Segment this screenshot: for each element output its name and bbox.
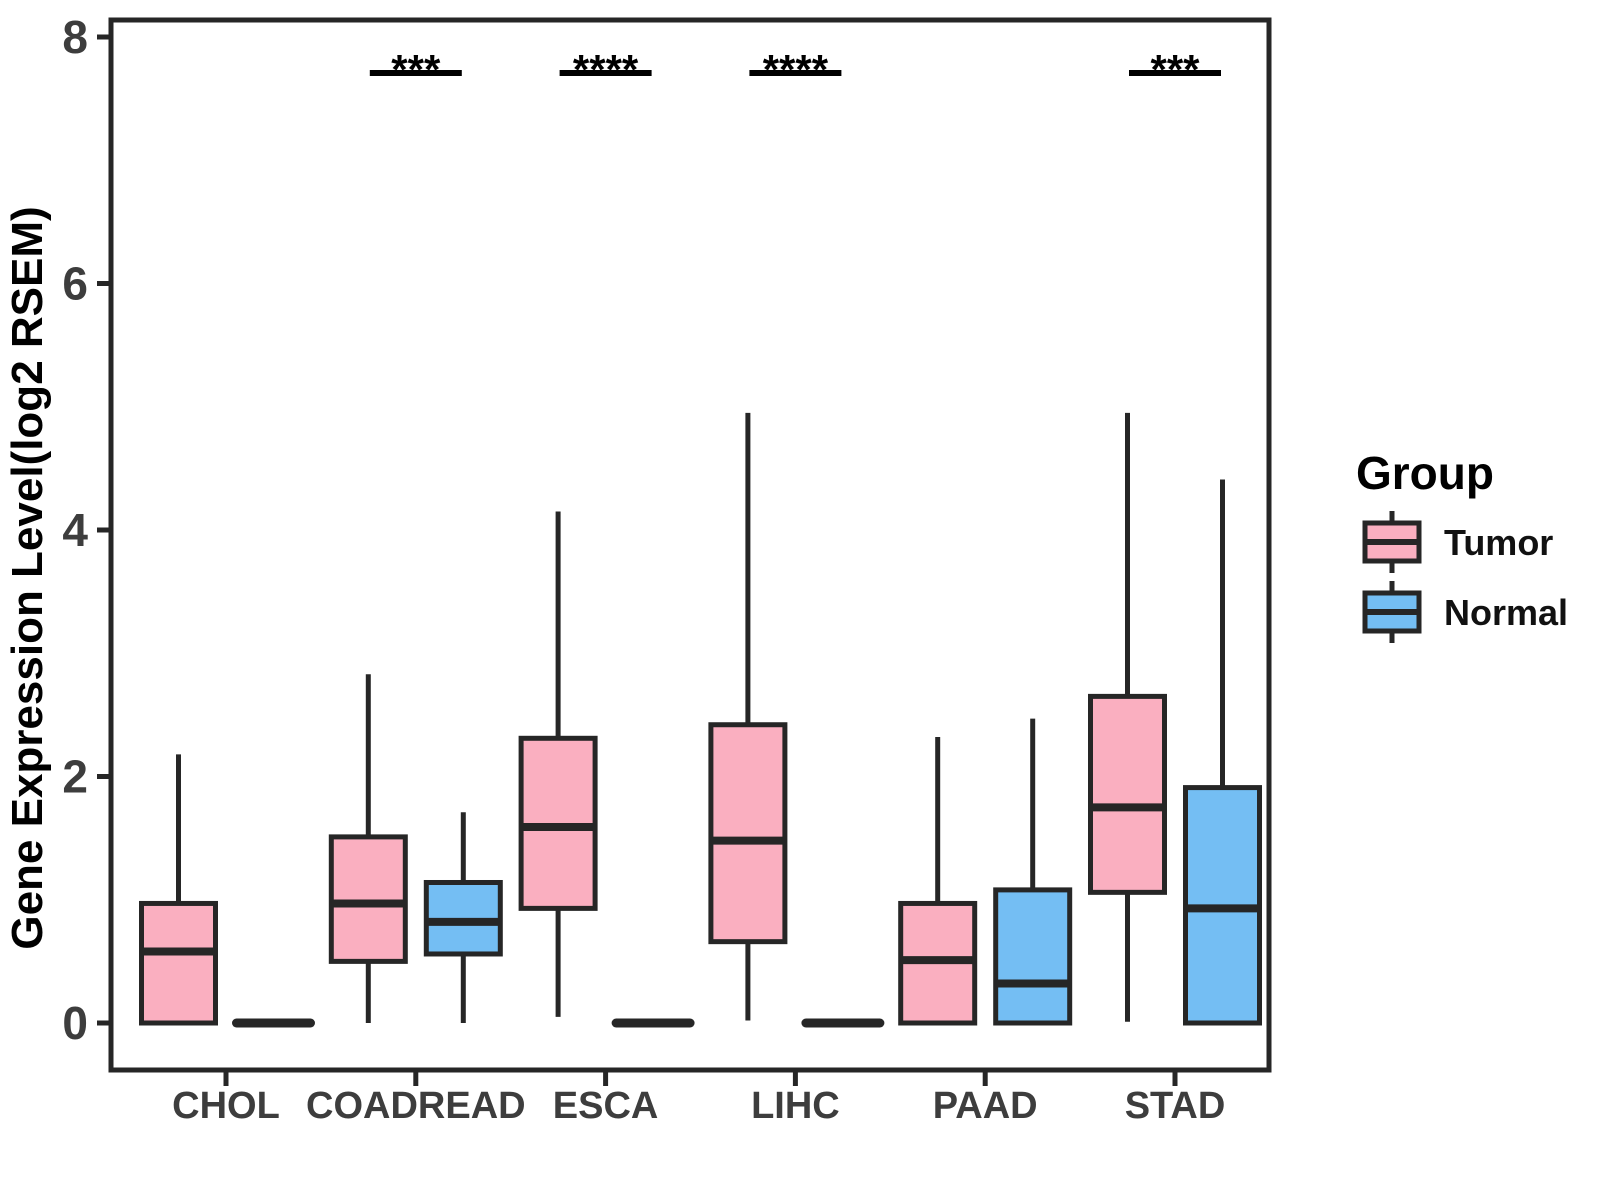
y-tick-label-6: 6: [62, 258, 88, 310]
legend-key-normal-icon: [1362, 581, 1422, 643]
y-tick-label-2: 2: [62, 751, 88, 803]
y-axis-title: Gene Expression Level(log2 RSEM): [3, 206, 52, 949]
box-STAD-Tumor: [1088, 693, 1167, 895]
sig-label-ESCA: ****: [573, 46, 639, 93]
y-tick-label-0: 0: [62, 997, 88, 1049]
legend-label-normal: Normal: [1444, 592, 1568, 633]
sig-label-COADREAD: ***: [391, 46, 441, 93]
x-label-ESCA: ESCA: [553, 1085, 659, 1127]
x-label-COADREAD: COADREAD: [306, 1085, 526, 1127]
legend: Group Tumor Normal: [1356, 447, 1568, 643]
sig-label-LIHC: ****: [763, 46, 829, 93]
box-PAAD-Normal: [993, 887, 1073, 1026]
x-label-PAAD: PAAD: [933, 1085, 1038, 1127]
x-label-LIHC: LIHC: [751, 1085, 840, 1127]
legend-title: Group: [1356, 447, 1494, 499]
panel-border: [108, 17, 1272, 1073]
y-tick-label-4: 4: [62, 504, 88, 556]
box-COADREAD-Tumor: [328, 834, 408, 964]
x-label-STAD: STAD: [1125, 1085, 1226, 1127]
y-tick-label-8: 8: [62, 11, 88, 63]
box-CHOL-Tumor: [139, 900, 218, 1026]
box-LIHC-Tumor: [708, 722, 788, 945]
sig-label-STAD: ***: [1150, 46, 1200, 93]
x-label-CHOL: CHOL: [172, 1085, 280, 1127]
legend-label-tumor: Tumor: [1444, 522, 1553, 563]
legend-key-tumor-icon: [1362, 511, 1422, 573]
